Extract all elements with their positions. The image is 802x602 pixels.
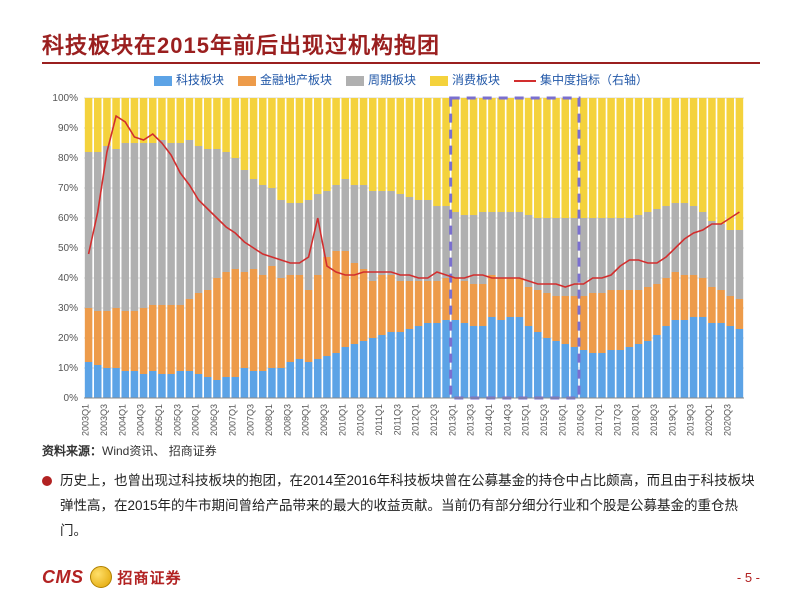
- svg-text:2018Q3: 2018Q3: [649, 404, 659, 436]
- page-title: 科技板块在2015年前后出现过机构抱团: [42, 28, 760, 60]
- logo-circle-icon: [90, 566, 112, 588]
- logo-cms-text: CMS: [42, 567, 84, 588]
- logo-company-name: 招商证券: [118, 567, 182, 588]
- svg-text:100%: 100%: [52, 93, 78, 104]
- svg-text:2014Q3: 2014Q3: [502, 404, 512, 436]
- svg-text:20%: 20%: [58, 333, 78, 344]
- svg-text:2008Q3: 2008Q3: [282, 404, 292, 436]
- svg-text:2004Q1: 2004Q1: [117, 404, 127, 436]
- svg-text:70%: 70%: [58, 183, 78, 194]
- svg-text:2003Q1: 2003Q1: [81, 404, 91, 436]
- svg-text:2006Q1: 2006Q1: [191, 404, 201, 436]
- svg-text:2020Q3: 2020Q3: [722, 404, 732, 436]
- svg-text:2003Q3: 2003Q3: [99, 404, 109, 436]
- svg-text:0%: 0%: [64, 393, 79, 404]
- svg-text:2013Q3: 2013Q3: [466, 404, 476, 436]
- svg-text:2015Q3: 2015Q3: [539, 404, 549, 436]
- svg-text:2020Q1: 2020Q1: [704, 404, 714, 436]
- svg-text:2011Q1: 2011Q1: [374, 404, 384, 435]
- svg-text:2019Q3: 2019Q3: [686, 404, 696, 436]
- svg-text:2008Q1: 2008Q1: [264, 404, 274, 436]
- svg-text:10%: 10%: [58, 363, 78, 374]
- svg-text:80%: 80%: [58, 153, 78, 164]
- svg-text:2014Q1: 2014Q1: [484, 404, 494, 436]
- svg-text:60%: 60%: [58, 213, 78, 224]
- main-chart: 0% 10% 20% 30% 40% 50% 60% 70% 80% 90% 100% 2003Q1 2…: [42, 70, 760, 440]
- svg-text:2012Q1: 2012Q1: [411, 404, 421, 436]
- logo-block: CMS 招商证券: [42, 566, 182, 588]
- svg-text:集中度指标（右轴）: 集中度指标（右轴）: [540, 72, 648, 87]
- svg-text:2013Q1: 2013Q1: [447, 404, 457, 436]
- svg-text:2016Q3: 2016Q3: [576, 404, 586, 436]
- svg-text:40%: 40%: [58, 273, 78, 284]
- title-underline: [42, 62, 760, 64]
- svg-text:2004Q3: 2004Q3: [136, 404, 146, 436]
- svg-text:消费板块: 消费板块: [452, 73, 500, 87]
- source-value: Wind资讯、 招商证券: [102, 444, 217, 458]
- svg-text:50%: 50%: [58, 243, 78, 254]
- svg-text:2010Q1: 2010Q1: [337, 404, 347, 436]
- svg-text:90%: 90%: [58, 123, 78, 134]
- svg-text:30%: 30%: [58, 303, 78, 314]
- bullet-icon: [42, 476, 52, 486]
- svg-text:2010Q3: 2010Q3: [356, 404, 366, 436]
- svg-text:2009Q1: 2009Q1: [301, 404, 311, 436]
- source-label: 资料来源：: [42, 444, 102, 458]
- svg-text:2006Q3: 2006Q3: [209, 404, 219, 436]
- page-number: - 5 -: [737, 570, 760, 585]
- svg-text:2019Q1: 2019Q1: [667, 404, 677, 436]
- svg-text:科技板块: 科技板块: [176, 73, 224, 87]
- svg-text:2016Q1: 2016Q1: [557, 404, 567, 436]
- source-line: 资料来源：Wind资讯、 招商证券: [42, 442, 760, 459]
- svg-text:2009Q3: 2009Q3: [319, 404, 329, 436]
- svg-text:2005Q3: 2005Q3: [172, 404, 182, 436]
- body-paragraph: 历史上，也曾出现过科技板块的抱团，在2014至2016年科技板块曾在公募基金的持…: [42, 469, 760, 544]
- svg-text:2007Q1: 2007Q1: [227, 404, 237, 436]
- body-text: 历史上，也曾出现过科技板块的抱团，在2014至2016年科技板块曾在公募基金的持…: [60, 473, 755, 538]
- footer: CMS 招商证券 - 5 -: [0, 566, 802, 588]
- svg-text:2018Q1: 2018Q1: [631, 404, 641, 436]
- svg-text:金融地产板块: 金融地产板块: [260, 72, 332, 87]
- svg-text:周期板块: 周期板块: [368, 73, 416, 87]
- svg-text:2012Q3: 2012Q3: [429, 404, 439, 436]
- svg-text:2017Q1: 2017Q1: [594, 404, 604, 436]
- svg-text:2005Q1: 2005Q1: [154, 404, 164, 436]
- svg-text:2015Q1: 2015Q1: [521, 404, 531, 436]
- svg-text:2007Q3: 2007Q3: [246, 404, 256, 436]
- svg-text:2011Q3: 2011Q3: [392, 404, 402, 435]
- svg-text:2017Q3: 2017Q3: [612, 404, 622, 436]
